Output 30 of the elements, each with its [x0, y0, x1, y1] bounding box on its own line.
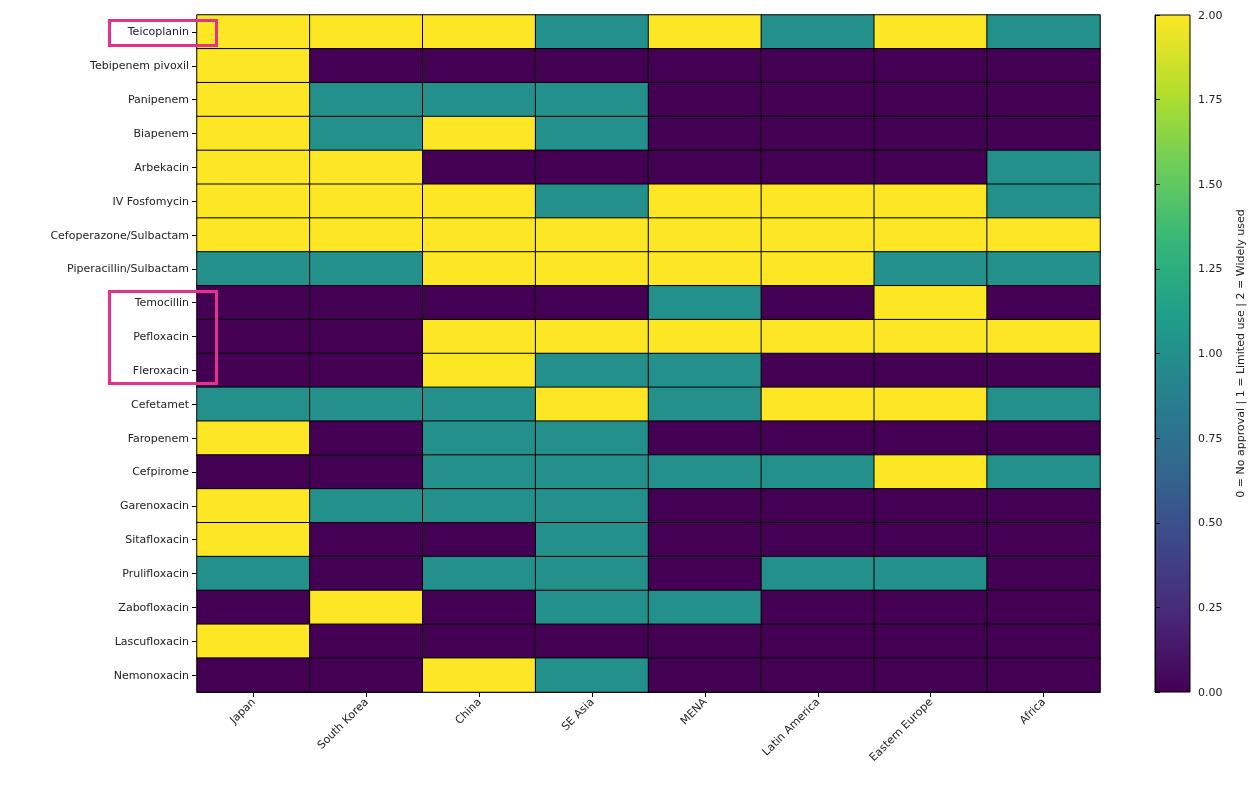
color-bar-title: 0 = No approval | 1 = Limited use | 2 = Widely used [1234, 209, 1247, 498]
y-tick-label: IV Fosfomycin [112, 194, 190, 208]
y-tick-label: Teicoplanin [126, 25, 190, 39]
y-tick-label: Piperacillin/Sulbactam [67, 262, 189, 276]
y-tick-label: Cefetamet [131, 397, 190, 411]
y-tick-label: Tebipenem pivoxil [89, 59, 189, 73]
color-bar-label: 2.00 [1198, 8, 1223, 22]
y-tick-label: Garenoxacin [119, 499, 190, 513]
y-tick-label: Biapenem [133, 126, 189, 140]
y-tick-label: Cefoperazone/Sulbactam [50, 228, 189, 242]
color-bar-label: 1.75 [1198, 93, 1223, 107]
y-tick-label: Arbekacin [134, 160, 190, 174]
y-tick-label: Sitafloxacin [125, 533, 190, 547]
color-bar-label: 1.00 [1198, 347, 1223, 360]
y-tick-label: Panipenem [127, 93, 189, 107]
y-tick-label: Faropenem [127, 431, 189, 445]
color-bar-label: 0.25 [1198, 600, 1223, 614]
color-bar-label: 1.25 [1198, 262, 1223, 276]
y-tick-label: Nemonoxacin [113, 668, 190, 682]
y-tick-label: Temocillin [133, 296, 190, 310]
color-bar-label: 0.00 [1198, 685, 1223, 699]
color-bar-label: 0.50 [1198, 516, 1223, 530]
y-tick-label: Lascufloxacin [114, 634, 190, 648]
color-bar-label: 1.50 [1198, 177, 1223, 191]
y-tick-label: Fleroxacin [132, 363, 190, 377]
y-tick-label: Zabofloxacin [118, 600, 190, 614]
y-tick-label: Prulifloxacin [122, 567, 190, 581]
y-tick-label: Pefloxacin [133, 330, 190, 344]
y-tick-label: Cefpirome [132, 465, 190, 479]
color-bar-label: 0.75 [1198, 431, 1223, 445]
